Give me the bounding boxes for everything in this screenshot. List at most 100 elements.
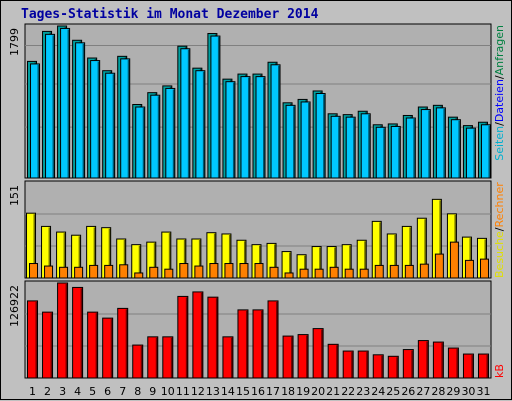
- middle-bar-shadow: [334, 247, 337, 278]
- top-bar-shadow: [217, 37, 220, 178]
- bottom-bar-shadow: [486, 355, 489, 378]
- legend-besuche: Besuche: [493, 231, 506, 278]
- x-tick-label-day-23: 23: [356, 385, 370, 398]
- x-tick-label-day-17: 17: [266, 385, 280, 398]
- top-bar-shadow: [488, 125, 491, 178]
- top-bar-shadow: [443, 108, 446, 178]
- top-bar-shadow: [428, 110, 431, 178]
- top-bar-shadow: [52, 35, 55, 178]
- bottom-bar-shadow: [125, 309, 128, 378]
- middle-bar-shadow: [289, 252, 292, 278]
- middle-bar-rechner-day-19: [299, 268, 309, 279]
- top-bar-shadow: [37, 64, 40, 178]
- bottom-bar-shadow: [291, 337, 294, 378]
- top-bar-shadow: [127, 59, 130, 178]
- bottom-bar-shadow: [95, 313, 98, 378]
- top-bar-shadow: [308, 102, 311, 178]
- top-bar-shadow: [172, 89, 175, 178]
- middle-bar-rechner-day-7: [119, 264, 129, 279]
- middle-bar-shadow: [228, 234, 231, 278]
- x-tick-label-day-7: 7: [119, 385, 126, 398]
- middle-bar-shadow: [78, 236, 81, 278]
- middle-bar-rechner-day-1: [29, 263, 39, 279]
- middle-bar-rechner-day-27: [419, 263, 429, 279]
- bottom-bar-shadow: [306, 335, 309, 378]
- bottom-bar-shadow: [140, 346, 143, 378]
- top-bar-shadow: [97, 61, 100, 178]
- middle-bar-rechner-day-31: [479, 258, 489, 279]
- middle-bar-rechner-day-30: [464, 259, 474, 279]
- top-bar-shadow: [368, 114, 371, 178]
- bottom-bar-shadow: [215, 298, 218, 378]
- x-tick-label-day-26: 26: [401, 385, 415, 398]
- top-bar-shadow: [82, 43, 85, 179]
- middle-bar-shadow: [213, 233, 216, 278]
- bottom-bar-shadow: [170, 337, 173, 378]
- bottom-bar-shadow: [185, 297, 188, 378]
- middle-bar-shadow: [48, 227, 51, 278]
- legend-anfragen: Anfragen: [493, 25, 506, 75]
- x-axis-labels: 1 2 3 4 5 6 7 8 9 10 11 12 13 14 15 16 17 18 19 20 21 22 23 24 2…: [29, 385, 490, 398]
- bottom-bar-shadow: [50, 313, 53, 378]
- x-tick-label-day-12: 12: [191, 385, 205, 398]
- bottom-panel: 126922 kB: [8, 280, 506, 379]
- middle-bar-shadow: [394, 234, 397, 278]
- x-tick-label-day-11: 11: [176, 385, 190, 398]
- middle-bar-rechner-day-2: [44, 265, 54, 279]
- top-bar-shadow: [142, 108, 145, 178]
- top-bar-shadow: [338, 117, 341, 178]
- middle-bar-rechner-day-9: [149, 266, 159, 279]
- legend-separator: /: [493, 122, 506, 126]
- top-max-tick-label: 1799: [8, 28, 21, 56]
- x-tick-label-day-30: 30: [461, 385, 475, 398]
- middle-bar-rechner-day-16: [254, 263, 264, 279]
- top-bar-shadow: [323, 94, 326, 178]
- middle-bar-shadow: [108, 228, 111, 278]
- top-bar-shadow: [263, 77, 265, 178]
- x-tick-label-day-27: 27: [416, 385, 430, 398]
- middle-bar-rechner-day-4: [74, 266, 84, 279]
- middle-bar-rechner-day-5: [89, 264, 99, 279]
- legend-kb: kB: [493, 364, 506, 378]
- top-bar-shadow: [67, 29, 70, 178]
- top-bar-shadow: [398, 127, 401, 178]
- middle-bar-shadow: [439, 200, 442, 278]
- middle-bar-shadow: [469, 238, 472, 278]
- middle-bar-shadow: [153, 243, 156, 278]
- x-tick-label-day-10: 10: [161, 385, 175, 398]
- top-bar-shadow: [202, 71, 205, 178]
- bottom-bar-shadow: [245, 310, 248, 378]
- bottom-bar-shadow: [110, 319, 113, 378]
- x-tick-label-day-14: 14: [221, 385, 235, 398]
- middle-bar-rechner-day-17: [269, 266, 279, 279]
- middle-bar-rechner-day-20: [314, 268, 324, 279]
- bottom-bar-shadow: [441, 343, 444, 378]
- middle-bar-shadow: [304, 255, 307, 278]
- x-tick-label-day-21: 21: [326, 385, 340, 398]
- middle-bar-rechner-day-18: [284, 272, 294, 279]
- middle-bar-rechner-day-10: [164, 268, 174, 279]
- middle-bar-rechner-day-11: [179, 263, 189, 279]
- bottom-bar-shadow: [336, 345, 339, 378]
- bottom-bar-shadow: [411, 350, 414, 378]
- bottom-bar-shadow: [366, 352, 369, 378]
- x-tick-label-day-28: 28: [431, 385, 445, 398]
- x-tick-label-day-4: 4: [74, 385, 81, 398]
- top-bar-shadow: [112, 74, 115, 178]
- middle-bar-rechner-day-14: [224, 263, 234, 279]
- top-legend: Seiten/Dateien/Anfragen: [493, 25, 506, 161]
- middle-bar-shadow: [138, 245, 141, 278]
- top-bar-shadow: [232, 82, 235, 178]
- middle-bar-shadow: [93, 227, 96, 278]
- x-tick-label-day-1: 1: [29, 385, 36, 398]
- middle-bar-shadow: [364, 241, 367, 278]
- x-tick-label-day-22: 22: [341, 385, 355, 398]
- middle-bar-shadow: [424, 219, 427, 278]
- middle-bar-shadow: [349, 245, 352, 278]
- middle-bar-rechner-day-13: [209, 263, 219, 279]
- top-bar-shadow: [353, 118, 356, 178]
- middle-bar-rechner-day-3: [59, 266, 69, 279]
- top-bar-shadow: [157, 96, 160, 178]
- middle-bar-shadow: [409, 227, 412, 278]
